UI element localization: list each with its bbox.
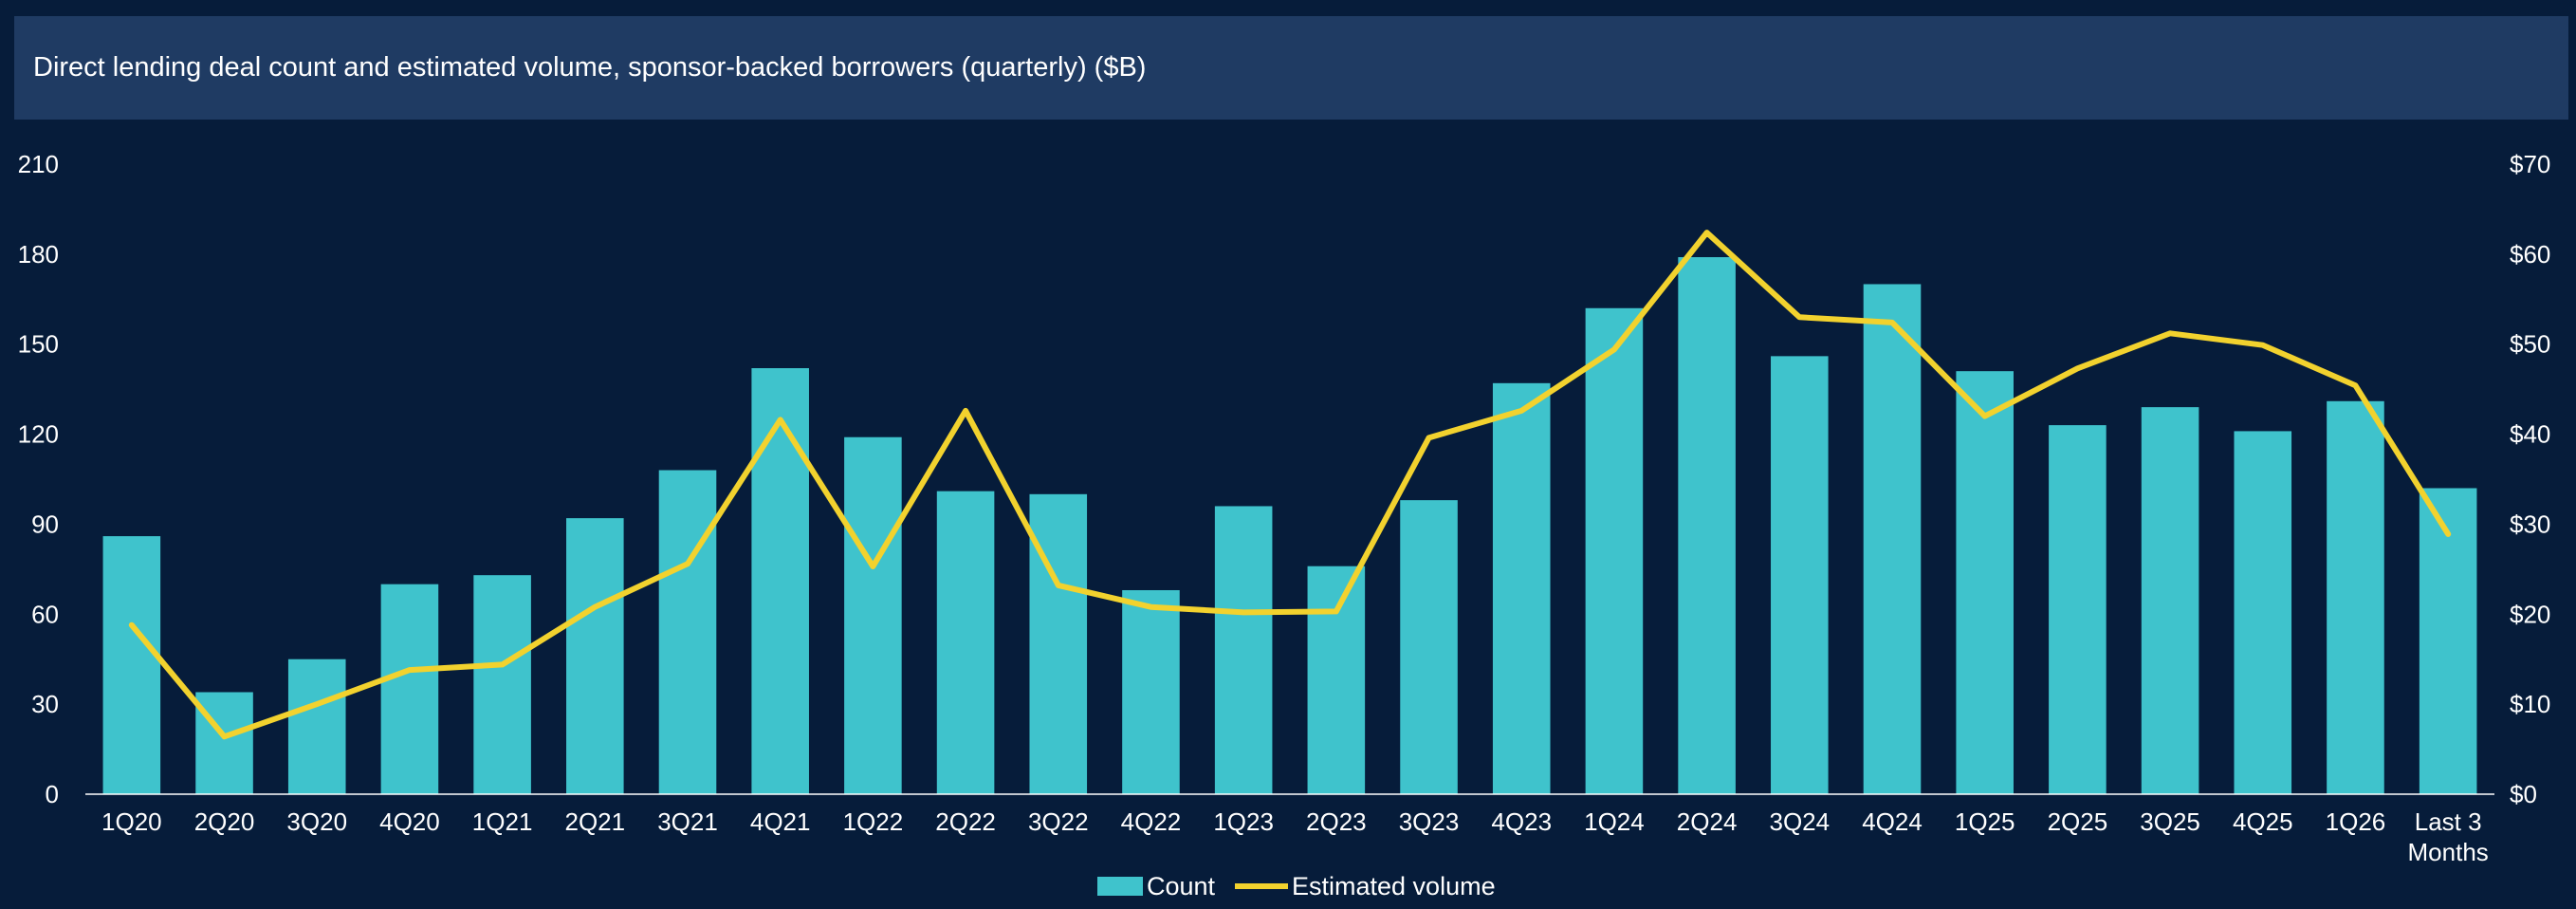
x-tick-label: 1Q22 xyxy=(843,807,904,836)
x-tick-label: 4Q22 xyxy=(1121,807,1182,836)
x-tick-label: 4Q24 xyxy=(1862,807,1923,836)
estimated-volume-line xyxy=(128,230,2452,740)
bar-1q20 xyxy=(102,536,161,794)
x-tick-label: 4Q20 xyxy=(379,807,440,836)
x-tick-label: 2Q23 xyxy=(1306,807,1367,836)
x-tick-label: 2Q24 xyxy=(1677,807,1738,836)
y-left-tick-label: 30 xyxy=(31,690,59,718)
bar-3q23 xyxy=(1400,500,1458,794)
x-tick-label: 3Q25 xyxy=(2140,807,2200,836)
y-left-tick-label: 180 xyxy=(18,240,59,269)
bar-3q21 xyxy=(658,470,717,794)
x-tick-label: 1Q26 xyxy=(2326,807,2386,836)
bar-4q22 xyxy=(1122,589,1180,794)
chart-title: Direct lending deal count and estimated … xyxy=(33,52,1147,83)
x-tick-label: 1Q24 xyxy=(1584,807,1645,836)
y-right-tick-label: $70 xyxy=(2510,150,2550,178)
bar-1q23 xyxy=(1214,506,1273,794)
bar-2q23 xyxy=(1307,566,1366,794)
bar-4q25 xyxy=(2234,431,2292,794)
x-tick-label: 1Q25 xyxy=(1955,807,2015,836)
y-left-tick-label: 150 xyxy=(18,330,59,359)
legend-count-swatch xyxy=(1097,877,1143,896)
x-tick-label: 2Q22 xyxy=(935,807,996,836)
bar-2q24 xyxy=(1678,257,1736,794)
bar-3q22 xyxy=(1029,493,1088,794)
x-tick-label: 3Q22 xyxy=(1028,807,1089,836)
y-left-tick-label: 0 xyxy=(46,780,59,808)
x-tick-label: 4Q21 xyxy=(750,807,811,836)
x-tick-label: 1Q20 xyxy=(101,807,162,836)
x-tick-label: 3Q23 xyxy=(1399,807,1460,836)
bar-1q21 xyxy=(473,575,531,794)
bar-1q24 xyxy=(1585,307,1644,794)
x-tick-label: Last 3 Months xyxy=(2408,807,2489,866)
x-tick-label: 2Q25 xyxy=(2048,807,2108,836)
bar-2q25 xyxy=(2049,425,2107,794)
y-right-tick-label: $50 xyxy=(2510,330,2550,359)
bar-2q21 xyxy=(566,518,624,794)
y-left-tick-label: 120 xyxy=(18,420,59,449)
y-right-tick-label: $0 xyxy=(2510,780,2537,808)
x-tick-label: 4Q23 xyxy=(1491,807,1552,836)
bar-3q20 xyxy=(287,659,346,794)
legend-count-label: Count xyxy=(1147,872,1216,900)
x-tick-label: 2Q21 xyxy=(565,807,626,836)
bar-4q20 xyxy=(380,584,439,794)
legend-volume-label: Estimated volume xyxy=(1292,872,1496,900)
y-right-tick-label: $40 xyxy=(2510,420,2550,449)
bar-4q21 xyxy=(751,368,809,794)
y-right-tick-label: $60 xyxy=(2510,240,2550,269)
x-tick-label: 1Q23 xyxy=(1213,807,1274,836)
x-tick-label: 2Q20 xyxy=(194,807,255,836)
bar-4q23 xyxy=(1492,382,1551,794)
y-left-tick-label: 60 xyxy=(31,600,59,628)
bar-last-3-months xyxy=(2419,488,2477,794)
bar-1q22 xyxy=(844,436,902,794)
bar-2q20 xyxy=(195,692,253,794)
y-right-tick-label: $30 xyxy=(2510,510,2550,538)
y-right-tick-label: $10 xyxy=(2510,690,2550,718)
x-tick-label: 3Q20 xyxy=(286,807,347,836)
bar-4q24 xyxy=(1863,284,1922,794)
chart-title-bar: Direct lending deal count and estimated … xyxy=(14,16,2568,120)
y-left-tick-label: 210 xyxy=(18,150,59,178)
x-tick-label: 4Q25 xyxy=(2233,807,2293,836)
bar-1q25 xyxy=(1956,371,2014,794)
x-tick-label: 3Q24 xyxy=(1770,807,1831,836)
x-tick-label: 1Q21 xyxy=(472,807,533,836)
y-left-tick-label: 90 xyxy=(31,510,59,538)
bar-3q24 xyxy=(1771,356,1829,794)
x-tick-label: 3Q21 xyxy=(657,807,718,836)
y-right-tick-label: $20 xyxy=(2510,600,2550,628)
bar-3q25 xyxy=(2141,407,2199,794)
bar-1q26 xyxy=(2327,400,2384,794)
bar-2q22 xyxy=(936,491,995,794)
